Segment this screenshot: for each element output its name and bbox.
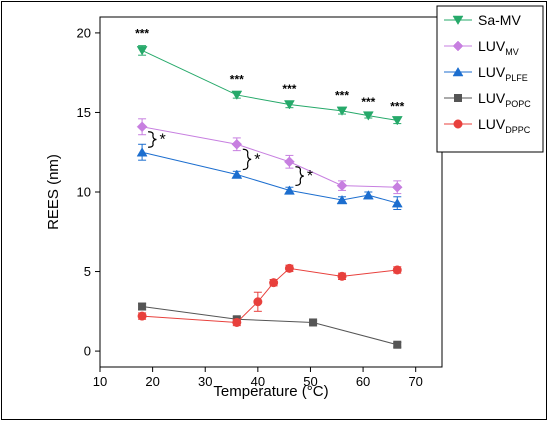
series-line [142,267,398,323]
data-point [137,311,147,321]
legend-marker [452,67,464,77]
significance-label: *** [390,100,404,114]
y-tick-label: 5 [84,264,91,279]
data-point [391,181,403,193]
legend-label-main: LUV [478,64,506,80]
legend-label-main: LUV [478,116,506,132]
legend-label: LUVPLFE [478,64,528,83]
significance-label: *** [335,89,349,103]
series-layer [136,45,403,349]
legend-entry: LUVPLFE [444,64,528,83]
x-tick-label: 70 [408,374,422,389]
legend-label-sub: DPPC [505,125,531,135]
data-point [136,147,148,157]
brace-mark [242,148,252,171]
series-line [141,49,398,121]
data-point [253,297,263,307]
significance-label: *** [135,27,149,41]
data-point [309,318,318,327]
legend-label-sub: POPC [505,99,531,109]
brace-label: * [307,168,313,185]
x-tick-label: 20 [145,374,159,389]
legend-marker [452,40,464,52]
data-point [391,198,403,208]
series-2 [136,143,403,210]
data-point [283,185,295,195]
legend-label-main: Sa-MV [478,12,521,28]
legend-marker [454,94,462,102]
significance-label: *** [230,73,244,87]
y-tick-label: 15 [77,105,91,120]
series-3 [138,302,402,349]
legend-label-main: LUV [478,90,506,106]
legend-entry: LUVMV [444,38,519,57]
x-tick-label: 10 [93,374,107,389]
brace-label: * [159,132,165,149]
series-4 [137,263,402,327]
x-tick-label: 60 [356,374,370,389]
y-axis-title: REES (nm) [45,154,62,230]
data-point [232,317,242,327]
legend-marker [453,119,463,129]
series-line [142,306,398,346]
data-point [337,271,347,281]
brace-label: * [254,151,260,168]
legend-label: Sa-MV [478,12,521,28]
legend-label-main: LUV [478,38,506,54]
data-point [391,116,403,126]
x-tick-label: 50 [303,374,317,389]
legend-entry: LUVDPPC [444,116,531,135]
axis-ticks: 10 20 30 40 50 60 70 0 5 10 15 20 [77,25,423,389]
plot-area [99,16,443,368]
significance-label: *** [282,82,296,96]
x-tick-label: 40 [251,374,265,389]
legend-label-sub: PLFE [505,73,528,83]
data-point [284,156,295,168]
data-point [231,138,243,150]
data-point [269,278,279,288]
legend-label: LUVDPPC [478,116,531,135]
x-tick-label: 30 [198,374,212,389]
series-1 [136,118,403,195]
data-point [231,90,243,100]
y-tick-label: 0 [84,344,91,359]
legend-label: LUVPOPC [478,90,531,109]
data-point [138,302,147,311]
legend-entry: Sa-MV [444,12,521,28]
data-point [136,121,148,133]
legend-marker [452,15,464,25]
data-point [283,100,295,110]
series-0 [136,45,403,126]
legend-label-sub: MV [505,47,519,57]
data-point [336,106,348,116]
y-tick-label: 10 [77,185,91,200]
data-point [336,194,348,205]
significance-label: *** [361,95,375,109]
y-tick-label: 20 [77,25,91,40]
legend-entry: LUVPOPC [444,90,531,109]
legend-label: LUVMV [478,38,519,57]
data-point [231,169,243,179]
series-line [141,151,398,204]
data-point [136,46,148,56]
series-line [142,126,398,188]
data-point [392,265,402,275]
data-point [284,263,294,273]
brace-mark [148,131,157,148]
data-point [393,340,402,349]
x-axis-title: Temperature (°C) [213,383,328,400]
data-point [362,190,374,200]
legend-box [436,5,544,153]
data-point [362,111,374,121]
brace-mark [295,166,304,187]
annotations-layer: ********* *** *** ****** [135,27,405,187]
data-point [336,180,348,191]
